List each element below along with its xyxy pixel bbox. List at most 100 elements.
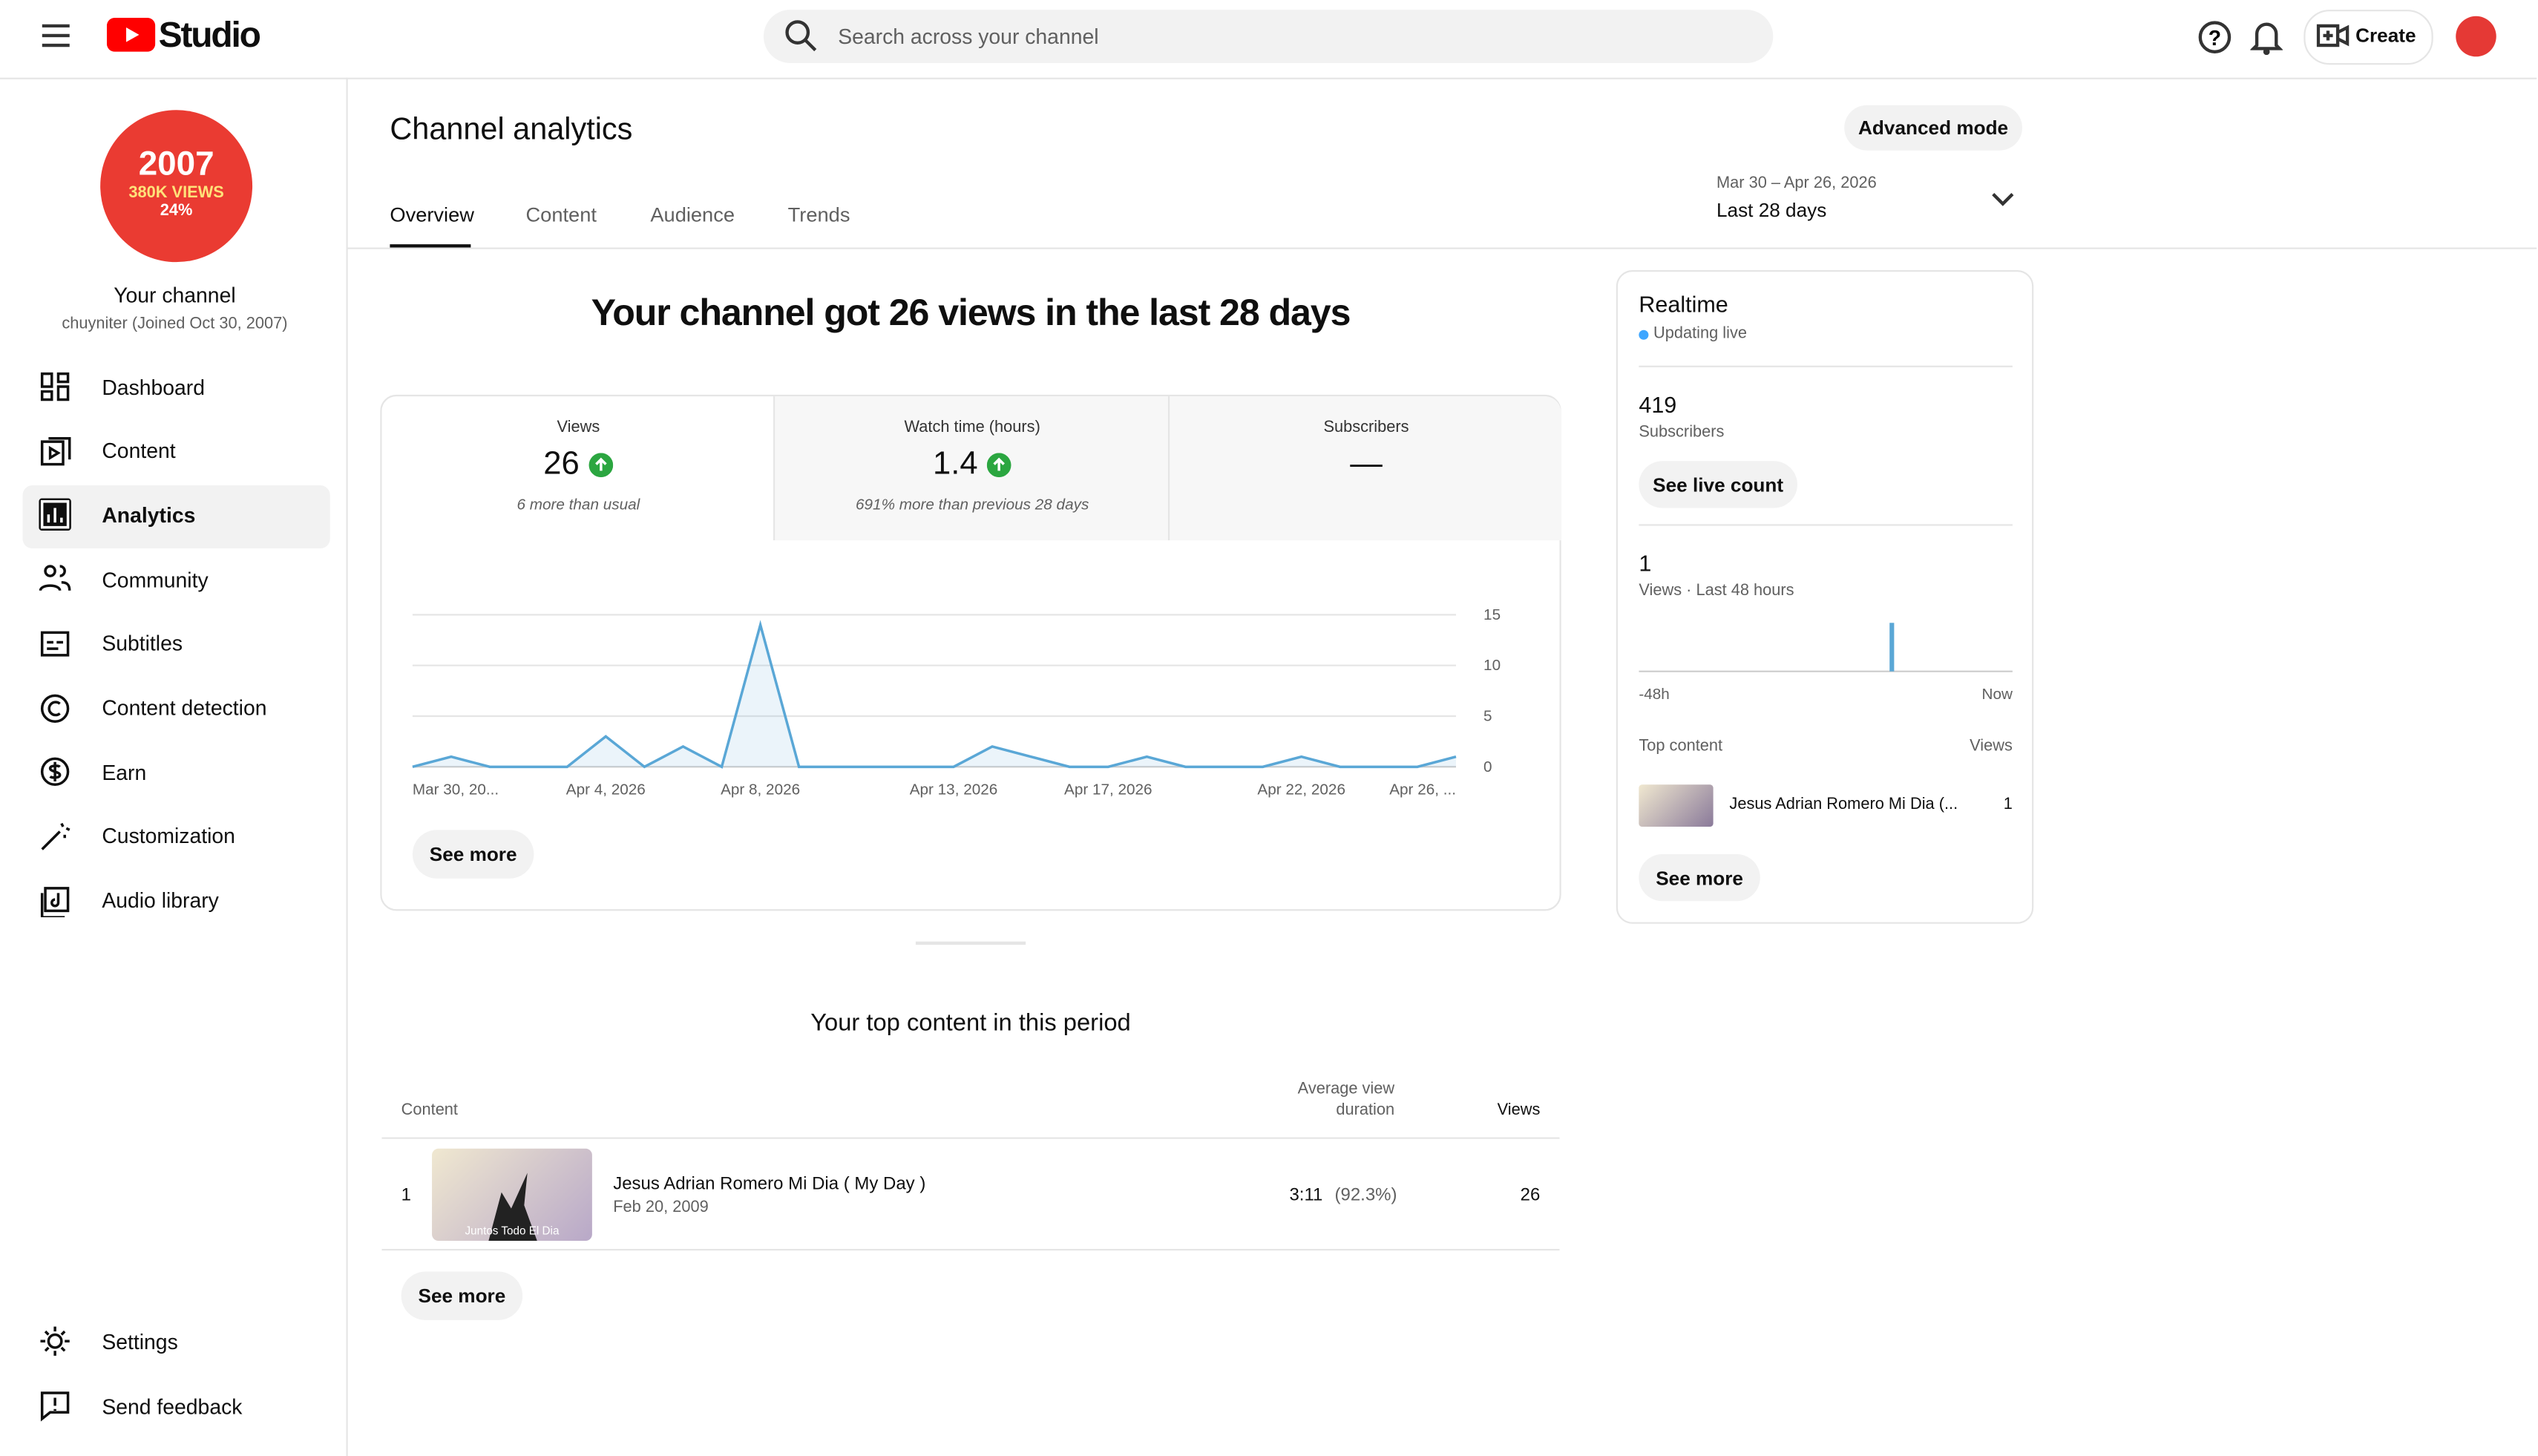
- nav-label: Subtitles: [102, 631, 183, 656]
- item-thumbnail[interactable]: [1639, 784, 1714, 827]
- area-line: [412, 620, 1457, 769]
- nav-icon: [39, 499, 71, 531]
- menu-icon[interactable]: [42, 23, 71, 49]
- up-arrow-icon: [588, 453, 614, 478]
- page-title: Channel analytics: [390, 113, 633, 148]
- y-tick-label: 15: [1483, 606, 1501, 623]
- video-title[interactable]: Jesus Adrian Romero Mi Dia ( My Day ): [613, 1174, 926, 1194]
- avatar-line: 24%: [160, 202, 193, 220]
- nav-item[interactable]: Dashboard: [39, 356, 329, 418]
- icon-path: [41, 822, 70, 850]
- nav-label: Customization: [102, 824, 235, 849]
- video-views: 26: [1520, 1185, 1541, 1206]
- advanced-mode-button[interactable]: Advanced mode: [1844, 105, 2022, 151]
- nav-item[interactable]: Analytics: [39, 485, 329, 546]
- item-title[interactable]: Jesus Adrian Romero Mi Dia (...: [1729, 796, 1958, 814]
- overview-card: [380, 394, 1561, 911]
- nav-item[interactable]: Audio library: [39, 870, 329, 931]
- tab-underline: [390, 244, 471, 248]
- channel-title: Your channel: [114, 283, 236, 308]
- x-tick-label: Apr 4, 2026: [566, 781, 646, 798]
- nav-item[interactable]: Customization: [39, 805, 329, 867]
- search-box[interactable]: [763, 10, 1774, 64]
- help-icon[interactable]: ?: [2197, 19, 2232, 55]
- nav-item[interactable]: Send feedback: [39, 1375, 329, 1437]
- icon-arrow: [595, 457, 607, 471]
- column-header: duration: [1336, 1101, 1395, 1120]
- nav-icon: [41, 822, 70, 850]
- x-tick-label: Apr 26, ...: [1389, 781, 1456, 798]
- notifications-icon[interactable]: [2250, 19, 2283, 56]
- tab[interactable]: Overview: [390, 203, 474, 227]
- nav-item[interactable]: Community: [39, 548, 329, 610]
- video-thumbnail[interactable]: Juntos Todo El Dia: [432, 1148, 592, 1242]
- thumbnail-art: [488, 1173, 537, 1242]
- see-more-button[interactable]: See more: [401, 1271, 523, 1320]
- svg-text:?: ?: [2209, 27, 2221, 50]
- column-header: Average view: [1297, 1080, 1395, 1099]
- create-button[interactable]: [2303, 10, 2433, 65]
- icon-path: [40, 372, 70, 401]
- divider: [1639, 365, 2013, 367]
- tab[interactable]: Content: [525, 203, 597, 227]
- see-more-button[interactable]: See more: [1639, 854, 1760, 902]
- metric-note: 691% more than previous 28 days: [856, 496, 1089, 515]
- metric-note: 6 more than usual: [517, 496, 640, 515]
- avg-duration: 3:11: [1289, 1185, 1323, 1206]
- channel-avatar[interactable]: 2007 380K VIEWS 24%: [100, 110, 253, 263]
- youtube-logo[interactable]: [106, 17, 156, 52]
- nav-label: Settings: [102, 1328, 178, 1354]
- dropdown-icon[interactable]: [1992, 191, 2015, 207]
- video-date: Feb 20, 2009: [613, 1198, 709, 1217]
- nav-active-bg: [22, 485, 330, 549]
- nav-icon: [40, 886, 70, 917]
- metric-value: 1.4: [932, 446, 978, 482]
- metric-divider: [1167, 396, 1170, 541]
- divider: [1639, 524, 2013, 526]
- nav-item[interactable]: Earn: [39, 741, 329, 803]
- account-avatar[interactable]: [2456, 16, 2496, 57]
- y-tick-label: 0: [1483, 758, 1492, 775]
- icon-path: [40, 1391, 70, 1422]
- date-range: Mar 30 – Apr 26, 2026: [1716, 174, 1877, 193]
- metric-value-row: 26: [381, 447, 775, 484]
- rank: 1: [401, 1185, 411, 1206]
- metric-value-row: —: [1170, 447, 1563, 484]
- icon-path: [40, 693, 70, 722]
- nav-label: Analytics: [102, 502, 196, 528]
- tab[interactable]: Trends: [787, 203, 850, 227]
- search-placeholder: Search across your channel: [838, 24, 1099, 49]
- subscribers-label: Subscribers: [1639, 424, 1725, 442]
- realtime-card: [1616, 270, 2034, 924]
- nav-item[interactable]: Content detection: [39, 677, 329, 738]
- tab[interactable]: Audience: [650, 203, 735, 227]
- nav-icon: [40, 436, 71, 465]
- x-tick-label: Apr 8, 2026: [721, 781, 800, 798]
- y-tick-label: 10: [1483, 657, 1501, 674]
- metric-label: Watch time (hours): [904, 419, 1040, 437]
- nav-item[interactable]: Subtitles: [39, 613, 329, 675]
- x-tick-label: Apr 17, 2026: [1064, 781, 1152, 798]
- live-count-button[interactable]: See live count: [1639, 461, 1797, 508]
- create-label: Create: [2355, 24, 2416, 47]
- realtime-status: Updating live: [1653, 325, 1747, 344]
- period[interactable]: Last 28 days: [1716, 199, 1827, 222]
- icon-path: [40, 500, 70, 530]
- nav-label: Earn: [102, 759, 147, 784]
- realtime-title: Realtime: [1639, 291, 1728, 318]
- x-tick-label: Now: [1981, 686, 2012, 703]
- views-header: Views: [1970, 738, 2013, 756]
- top-content-label: Top content: [1639, 738, 1723, 756]
- column-header: Views: [1497, 1101, 1541, 1120]
- nav-item[interactable]: Settings: [39, 1311, 329, 1372]
- icon-path: [40, 631, 70, 657]
- icon-arrow: [994, 457, 1006, 471]
- row-divider: [381, 1137, 1560, 1139]
- item-views: 1: [2003, 796, 2013, 814]
- subscriber-count: 419: [1639, 391, 1677, 418]
- up-arrow-icon: [987, 453, 1012, 478]
- see-more-button[interactable]: See more: [412, 830, 534, 879]
- nav-item[interactable]: Content: [39, 420, 329, 482]
- nav-icon: [40, 693, 70, 722]
